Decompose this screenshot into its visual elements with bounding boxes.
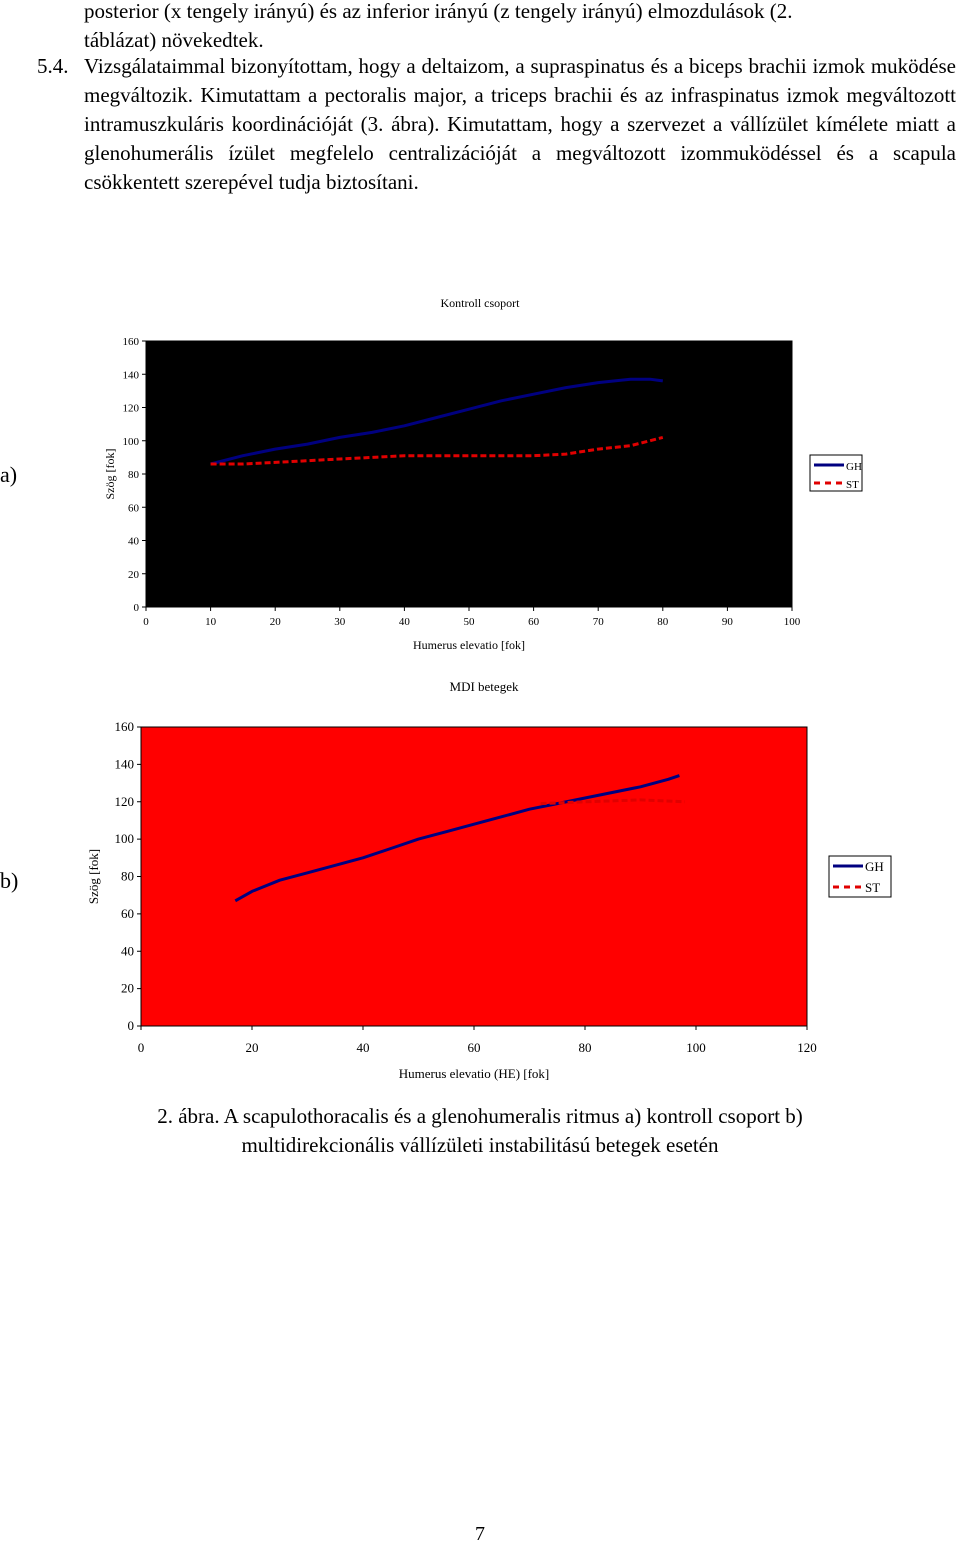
x-tick-label: 40	[399, 616, 411, 628]
x-tick-label: 10	[205, 616, 217, 628]
y-tick-label: 40	[128, 536, 140, 548]
y-tick-label: 120	[115, 794, 135, 809]
x-tick-label: 80	[579, 1040, 592, 1055]
item-number: 5.4.	[37, 54, 69, 78]
y-tick-label: 20	[121, 981, 134, 996]
x-tick-label: 20	[246, 1040, 259, 1055]
figure-caption-line-2: multidirekcionális vállízületi instabili…	[241, 1133, 719, 1157]
y-tick-label: 80	[128, 469, 140, 481]
x-axis-label: Humerus elevatio (HE) [fok]	[399, 1066, 550, 1081]
y-tick-label: 140	[123, 369, 140, 381]
panel-a-letter: a)	[0, 462, 18, 487]
x-tick-label: 20	[270, 616, 282, 628]
series-line-st	[210, 435, 664, 466]
y-tick-label: 60	[128, 502, 140, 514]
y-tick-label: 140	[115, 756, 135, 771]
text-line-2: táblázat) növekedtek.	[84, 28, 264, 52]
x-tick-label: 60	[468, 1040, 481, 1055]
chart-b: 0 20 40 60 80 100 120 140 160 0 20 40 60 80 100 120 Hume…	[86, 719, 892, 1081]
series-line-gh	[234, 774, 680, 903]
panel-b-letter: b)	[0, 868, 19, 893]
x-tick-label: 100	[784, 616, 801, 628]
series-line-st	[540, 798, 685, 806]
y-tick-label: 0	[128, 1018, 135, 1033]
legend-label-gh: GH	[865, 859, 884, 874]
y-tick-label: 20	[128, 569, 140, 581]
body-paragraph: Vizsgálataimmal bizonyítottam, hogy a de…	[84, 54, 956, 194]
plot-area	[145, 340, 793, 608]
y-axis-label: Szög [fok]	[86, 849, 101, 904]
x-tick-label: 60	[528, 616, 540, 628]
legend-box	[828, 855, 892, 898]
y-tick-label: 100	[123, 436, 140, 448]
y-tick-label: 40	[121, 943, 134, 958]
legend-label-gh: GH	[846, 461, 862, 473]
plot-area	[140, 726, 808, 1027]
chart-b-title: MDI betegek	[449, 679, 519, 694]
figure-caption-line-1: 2. ábra. A scapulothoracalis és a glenoh…	[157, 1104, 803, 1128]
legend-box	[809, 454, 863, 492]
series-line-gh	[210, 377, 663, 466]
x-tick-label: 0	[138, 1040, 145, 1055]
x-tick-label: 120	[797, 1040, 817, 1055]
x-tick-label: 90	[722, 616, 734, 628]
chart-a: 0 20 40 60 80 100 120 140 160 0 10 20 30 40 50 60 70 80 90…	[103, 336, 863, 652]
y-tick-label: 60	[121, 906, 134, 921]
page-number: 7	[475, 1523, 485, 1545]
y-tick-label: 80	[121, 869, 134, 884]
legend-label-st: ST	[865, 880, 880, 895]
text-line-1: posterior (x tengely irányú) és az infer…	[84, 0, 793, 23]
x-tick-label: 50	[464, 616, 476, 628]
x-tick-label: 80	[657, 616, 669, 628]
x-tick-label: 30	[334, 616, 346, 628]
x-tick-label: 40	[357, 1040, 370, 1055]
y-tick-label: 100	[115, 831, 135, 846]
x-tick-label: 100	[686, 1040, 706, 1055]
y-tick-label: 160	[123, 336, 140, 348]
y-tick-label: 160	[115, 719, 135, 734]
y-tick-label: 0	[134, 602, 140, 614]
y-axis-label: Szög [fok]	[103, 449, 117, 500]
y-tick-label: 120	[123, 403, 140, 415]
x-axis-label: Humerus elevatio [fok]	[413, 638, 525, 652]
legend-label-st: ST	[846, 479, 859, 491]
chart-a-title: Kontroll csoport	[440, 296, 520, 310]
x-tick-label: 0	[143, 616, 149, 628]
x-tick-label: 70	[593, 616, 605, 628]
